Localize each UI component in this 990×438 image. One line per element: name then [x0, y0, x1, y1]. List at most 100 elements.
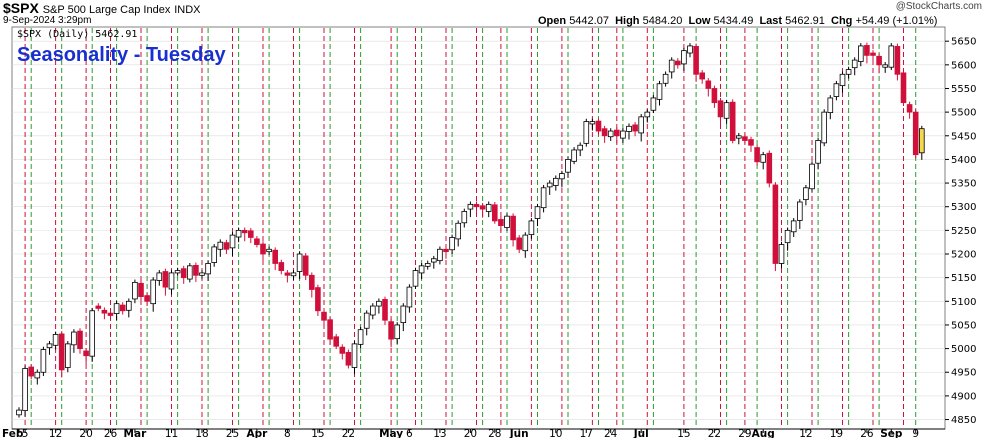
candle-28	[186, 262, 193, 283]
candle-147	[912, 109, 919, 159]
xtick-label: 15	[677, 428, 690, 438]
candle-6	[52, 331, 59, 350]
candle-114	[711, 85, 718, 108]
candle-69	[437, 246, 443, 265]
candle-body	[449, 237, 455, 251]
candle-body	[95, 305, 102, 309]
candle-101	[632, 122, 638, 137]
candle-55	[351, 341, 358, 375]
candle-body	[632, 124, 638, 132]
xtick-label: 20	[464, 428, 477, 438]
ytick-label: 5500	[951, 108, 976, 119]
candle-body	[589, 121, 596, 125]
candle-body	[473, 203, 480, 208]
candle-body	[717, 100, 724, 118]
ytick-label: 5600	[951, 60, 976, 71]
candle-65	[412, 267, 419, 290]
candle-body	[339, 346, 346, 354]
candle-37	[241, 227, 248, 242]
candle-86	[540, 184, 547, 213]
candle-body	[199, 272, 205, 276]
candle-body	[22, 368, 28, 411]
xtick-label: Mar	[124, 428, 148, 438]
xtick-label: 8	[284, 428, 291, 438]
candle-body	[839, 73, 846, 87]
candle-2	[28, 364, 34, 380]
candle-11	[83, 348, 89, 365]
candle-body	[662, 73, 669, 84]
candle-body	[760, 154, 766, 163]
xtick-label: 17	[580, 428, 593, 438]
candle-32	[211, 244, 218, 267]
candle-body	[668, 59, 675, 73]
candle-85	[534, 203, 541, 227]
ytick-label: 5250	[951, 226, 976, 237]
high-label: High	[615, 15, 640, 27]
candle-body	[479, 205, 486, 210]
candle-body	[736, 135, 742, 139]
candle-33	[217, 239, 224, 257]
ohlc-bar: Open 5442.07 High 5484.20 Low 5434.49 La…	[538, 15, 937, 27]
candle-12	[89, 307, 96, 362]
candle-122	[760, 151, 766, 170]
candle-22	[150, 277, 157, 312]
candle-body	[906, 104, 913, 113]
candle-146	[906, 101, 913, 119]
candle-body	[595, 120, 602, 132]
plot-area	[11, 26, 946, 430]
candle-139	[864, 42, 870, 64]
ytick-label: 5100	[951, 297, 976, 308]
ytick-label: 5200	[951, 250, 976, 261]
candle-body	[138, 282, 144, 297]
candle-137	[851, 57, 858, 76]
candle-body	[693, 45, 699, 75]
xtick-label: Aug	[752, 428, 775, 438]
candle-body	[162, 271, 169, 288]
candle-body	[174, 270, 181, 274]
candle-57	[363, 310, 370, 336]
candle-body	[888, 45, 895, 68]
candle-body	[528, 220, 535, 236]
candle-body	[443, 248, 449, 253]
candle-body	[241, 229, 248, 234]
candle-15	[107, 310, 114, 319]
candle-118	[736, 132, 742, 145]
candle-25	[168, 270, 175, 295]
ytick-label: 5300	[951, 202, 976, 213]
candle-body	[430, 258, 437, 263]
xtick-label: 29	[738, 428, 751, 438]
candle-body	[278, 262, 285, 271]
candle-140	[870, 50, 876, 61]
candle-body	[296, 253, 303, 272]
candle-127	[790, 218, 797, 237]
candle-77	[485, 201, 492, 218]
candle-30	[199, 270, 205, 280]
candle-24	[162, 268, 169, 296]
xtick-label: 24	[604, 428, 618, 438]
candle-61	[388, 318, 394, 348]
candle-21	[144, 292, 150, 307]
candle-body	[833, 83, 840, 97]
candle-46	[296, 251, 303, 280]
candle-143	[888, 43, 895, 71]
candle-body	[113, 303, 120, 315]
candle-103	[644, 109, 651, 123]
last-label: Last	[759, 15, 783, 27]
candle-40	[260, 241, 266, 261]
candle-body	[321, 311, 327, 321]
candle-82	[516, 235, 522, 254]
candle-body	[827, 97, 834, 114]
candle-body	[882, 64, 888, 68]
candle-66	[418, 262, 425, 280]
candle-72	[455, 220, 461, 247]
candle-body	[754, 147, 760, 163]
candle-80	[504, 213, 510, 231]
candle-body	[553, 177, 559, 186]
candle-body	[491, 204, 498, 222]
candle-body	[119, 304, 126, 312]
candle-39	[254, 236, 260, 248]
xtick-label: Feb	[2, 428, 24, 438]
candle-27	[180, 265, 187, 284]
candle-104	[650, 95, 657, 114]
ytick-label: 4900	[951, 391, 976, 402]
